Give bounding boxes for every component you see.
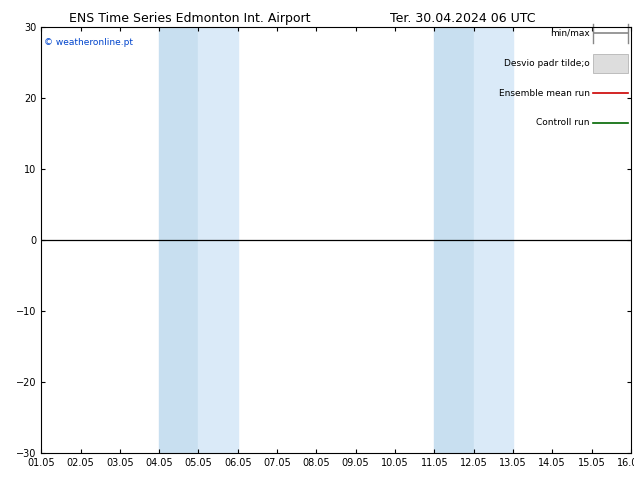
Text: Controll run: Controll run [536, 119, 590, 127]
Bar [198, 27, 238, 453]
Text: min/max: min/max [550, 29, 590, 38]
Text: Desvio padr tilde;o: Desvio padr tilde;o [504, 59, 590, 68]
Text: ENS Time Series Edmonton Int. Airport: ENS Time Series Edmonton Int. Airport [70, 12, 311, 25]
Text: © weatheronline.pt: © weatheronline.pt [44, 38, 133, 47]
Bar [434, 27, 474, 453]
Text: Ter. 30.04.2024 06 UTC: Ter. 30.04.2024 06 UTC [390, 12, 536, 25]
Text: Ensemble mean run: Ensemble mean run [498, 89, 590, 98]
FancyBboxPatch shape [593, 54, 628, 73]
Bar [474, 27, 513, 453]
Bar [159, 27, 198, 453]
